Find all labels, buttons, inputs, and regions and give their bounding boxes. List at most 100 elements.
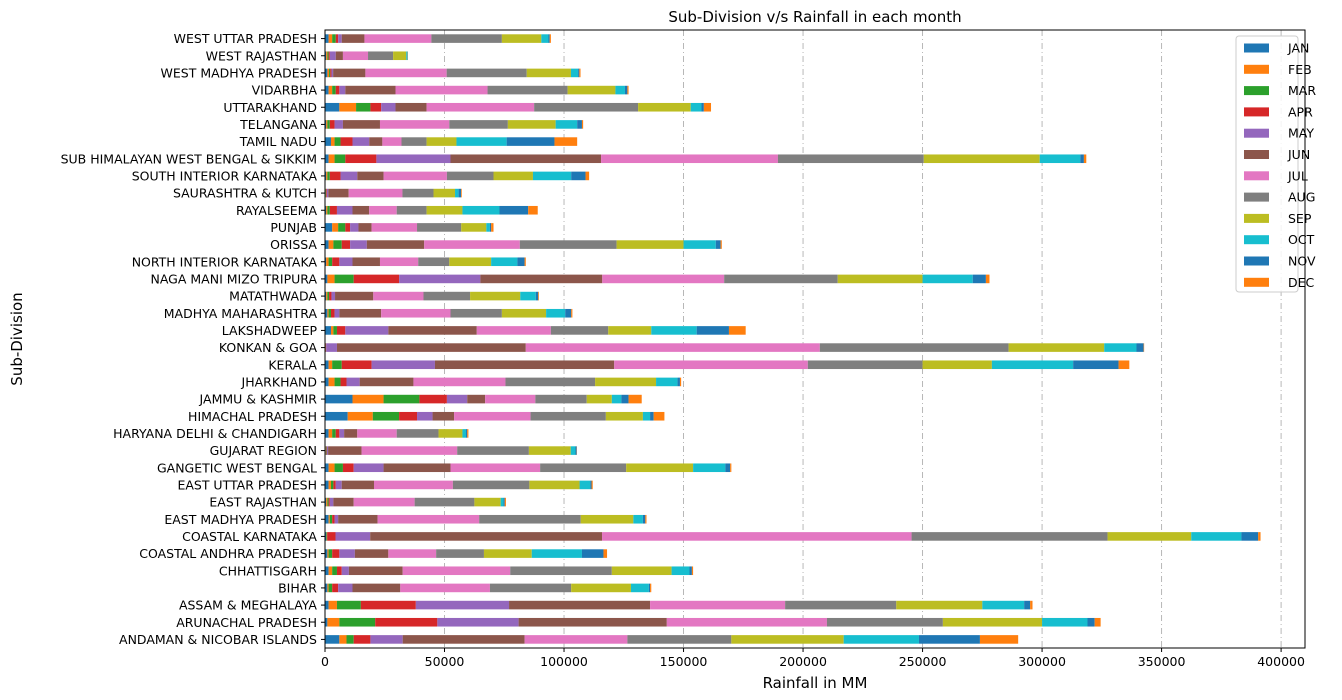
bar-segment xyxy=(328,514,330,524)
bar-segment xyxy=(602,274,725,284)
bar-segment xyxy=(590,480,592,490)
bar-segment xyxy=(461,188,462,198)
bar-segment xyxy=(423,291,471,301)
bar-segment xyxy=(479,514,581,524)
bar-segment xyxy=(501,34,542,43)
legend-swatch xyxy=(1244,213,1269,223)
bar-segment xyxy=(571,308,573,318)
legend-swatch xyxy=(1244,86,1269,96)
bar-segment xyxy=(653,411,665,421)
bar-segment xyxy=(325,394,353,404)
bar-segment xyxy=(1083,154,1087,164)
bar-segment xyxy=(353,497,415,507)
bar-segment xyxy=(467,394,486,404)
bar-segment xyxy=(331,291,336,301)
y-tick-label: MATATHWADA xyxy=(229,289,317,304)
bar-segment xyxy=(326,51,328,61)
bar-segment xyxy=(339,257,353,267)
bar-segment xyxy=(353,463,384,473)
bar-segment xyxy=(528,446,571,455)
bar-segment xyxy=(819,343,1009,352)
bar-segment xyxy=(325,549,328,558)
y-tick-label: ORISSA xyxy=(270,237,317,252)
y-tick-label: WEST MADHYA PRADESH xyxy=(161,65,317,80)
bar-segment xyxy=(1024,600,1031,610)
bar-segment xyxy=(348,188,403,198)
bar-segment xyxy=(356,102,371,112)
legend-label: NOV xyxy=(1288,254,1316,269)
bar-segment xyxy=(334,308,340,318)
bar-segment xyxy=(462,429,467,438)
bar-segment xyxy=(418,257,450,267)
bar-segment xyxy=(785,600,897,610)
bar-segment xyxy=(696,326,729,335)
y-tick-label: ARUNACHAL PRADESH xyxy=(176,615,317,630)
bar-segment xyxy=(501,308,547,318)
bar-segment xyxy=(359,377,414,387)
bar-segment xyxy=(369,137,383,146)
bar-segment xyxy=(330,68,332,78)
bar-segment xyxy=(328,240,334,249)
bar-segment xyxy=(1008,343,1105,352)
bar-segment xyxy=(530,411,606,421)
bar-segment xyxy=(509,600,651,610)
y-tick-label: ASSAM & MEGHALAYA xyxy=(179,598,317,613)
bar-segment xyxy=(332,429,336,438)
bar-segment xyxy=(436,549,484,558)
bar-segment xyxy=(450,463,541,473)
bar-segment xyxy=(336,600,361,610)
bar-segment xyxy=(329,291,332,301)
bar-segment xyxy=(325,291,327,301)
bar-segment xyxy=(330,326,334,335)
bar-segment xyxy=(826,617,943,627)
y-tick-label: GANGETIC WEST BENGAL xyxy=(157,460,317,475)
y-tick-label: HARYANA DELHI & CHANDIGARH xyxy=(113,426,317,441)
bar-segment xyxy=(399,274,481,284)
bar-segment xyxy=(546,308,566,318)
bar-segment xyxy=(376,154,451,164)
bar-segment xyxy=(426,102,535,112)
y-tick-label: COASTAL ANDHRA PRADESH xyxy=(139,546,317,561)
bar-segment xyxy=(487,85,568,95)
x-tick-label: 250000 xyxy=(899,654,947,669)
bar-segment xyxy=(467,429,469,438)
plot-frame xyxy=(324,29,1306,649)
chart-title: Sub-Division v/s Rainfall in each month xyxy=(668,8,961,26)
legend-swatch xyxy=(1244,64,1269,74)
y-tick-label: KONKAN & GOA xyxy=(219,340,318,355)
y-tick-label: VIDARBHA xyxy=(252,83,318,98)
legend-swatch xyxy=(1244,277,1269,287)
bar-segment xyxy=(431,34,502,43)
bar-segment xyxy=(325,497,327,507)
y-tick-label: SUB HIMALAYAN WEST BENGAL & SIKKIM xyxy=(61,151,317,166)
bar-segment xyxy=(325,617,328,627)
bar-segment xyxy=(491,257,518,267)
bar-segment xyxy=(326,188,329,198)
bar-segment xyxy=(532,171,572,181)
bar-segment xyxy=(328,188,349,198)
bar-segment xyxy=(433,188,456,198)
bar-segment xyxy=(585,171,590,181)
bar-segment xyxy=(325,223,333,232)
bar-segment xyxy=(329,497,334,507)
bar-segment xyxy=(335,429,340,438)
bar-segment xyxy=(554,137,578,146)
bar-segment xyxy=(549,34,551,43)
bar-segment xyxy=(327,308,329,318)
bar-segment xyxy=(325,360,329,370)
bar-segment xyxy=(474,497,501,507)
bar-segment xyxy=(506,137,555,146)
bar-segment xyxy=(413,377,506,387)
bar-segment xyxy=(329,120,335,129)
bar-segment xyxy=(570,68,579,78)
bar-segment xyxy=(325,274,328,284)
bar-segment xyxy=(571,171,586,181)
legend: JAN FEB MAR APR MAY JUN JUL AUG SEP OCT NOV DEC xyxy=(1235,35,1316,293)
bar-segment xyxy=(486,223,490,232)
bar-segment xyxy=(449,120,508,129)
bar-segment xyxy=(526,68,571,78)
bar-segment xyxy=(352,257,380,267)
bar-segment xyxy=(333,497,354,507)
bar-segment xyxy=(651,326,697,335)
bar-segment xyxy=(335,532,371,541)
